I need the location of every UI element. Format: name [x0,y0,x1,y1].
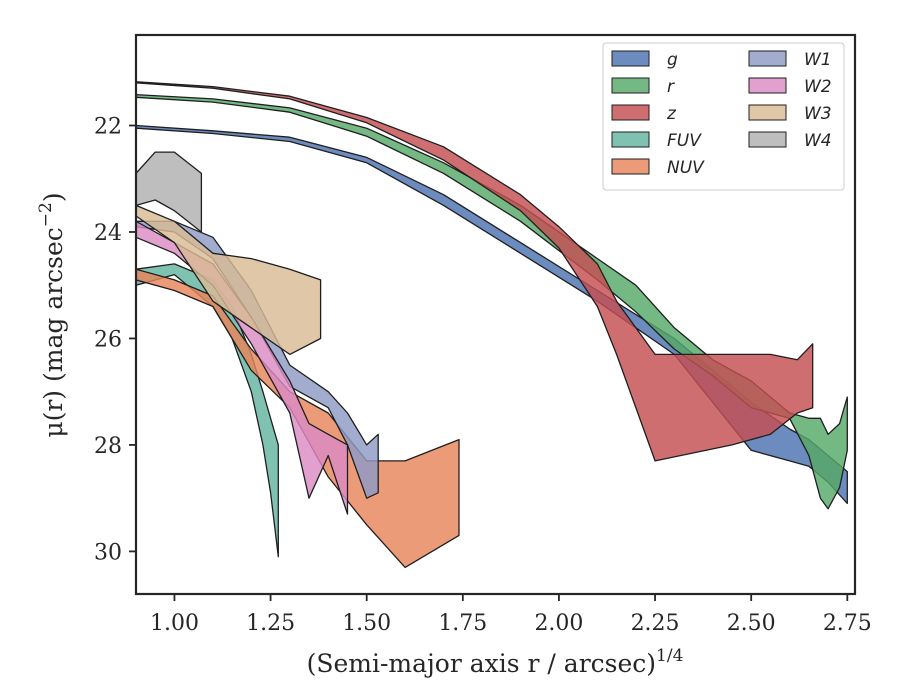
plot-area [136,81,848,569]
series-band-z [136,81,814,462]
series-band-w4 [136,151,203,233]
legend-swatch-g [611,50,650,67]
y-axis-label: μ(r) (mag arcsec−2) [36,192,68,437]
legend-swatch-w3 [748,104,787,121]
x-tick-label: 2.75 [823,611,872,636]
legend-label-nuv: NUV [667,158,705,178]
x-tick-label: 1.75 [438,611,487,636]
legend-swatch-r [611,77,650,94]
legend-swatch-w4 [748,131,787,148]
x-tick-label: 2.00 [534,611,583,636]
legend-label-w2: W2 [804,77,832,97]
y-tick-label: 30 [94,540,122,565]
y-tick-label: 28 [94,434,122,459]
legend-label-r: r [667,77,675,97]
x-tick-label: 2.25 [631,611,680,636]
legend: grz FUV NUV W1 W2 W3 W4 [602,42,845,191]
legend-label-w1: W1 [804,50,832,70]
x-tick-label: 1.50 [342,611,391,636]
legend-label-w3: W3 [804,104,832,124]
legend-swatch-nuv [611,158,650,175]
legend-label-g: g [667,50,678,70]
x-tick-label: 1.00 [150,611,199,636]
legend-swatch-w1 [748,50,787,67]
legend-swatch-fuv [611,131,650,148]
series-band-w3 [136,204,322,356]
x-axis-label: (Semi-major axis r / arcsec)1/4 [307,646,684,678]
legend-swatch-w2 [748,77,787,94]
legend-label-w4: W4 [804,131,832,151]
legend-label-fuv: FUV [667,131,702,151]
y-tick-label: 22 [94,115,122,140]
y-tick-label: 24 [94,221,122,246]
axes-frame [134,33,857,596]
legend-label-z: z [666,104,677,124]
x-tick-label: 1.25 [246,611,295,636]
y-tick-label: 26 [94,327,122,352]
series-band-g [136,124,848,505]
legend-swatch-z [611,104,650,121]
axis-ticks: 1.00 1.25 1.50 1.75 2.00 2.25 2.50 2.75 22 24 26 28… [94,115,872,636]
x-tick-label: 2.50 [727,611,776,636]
